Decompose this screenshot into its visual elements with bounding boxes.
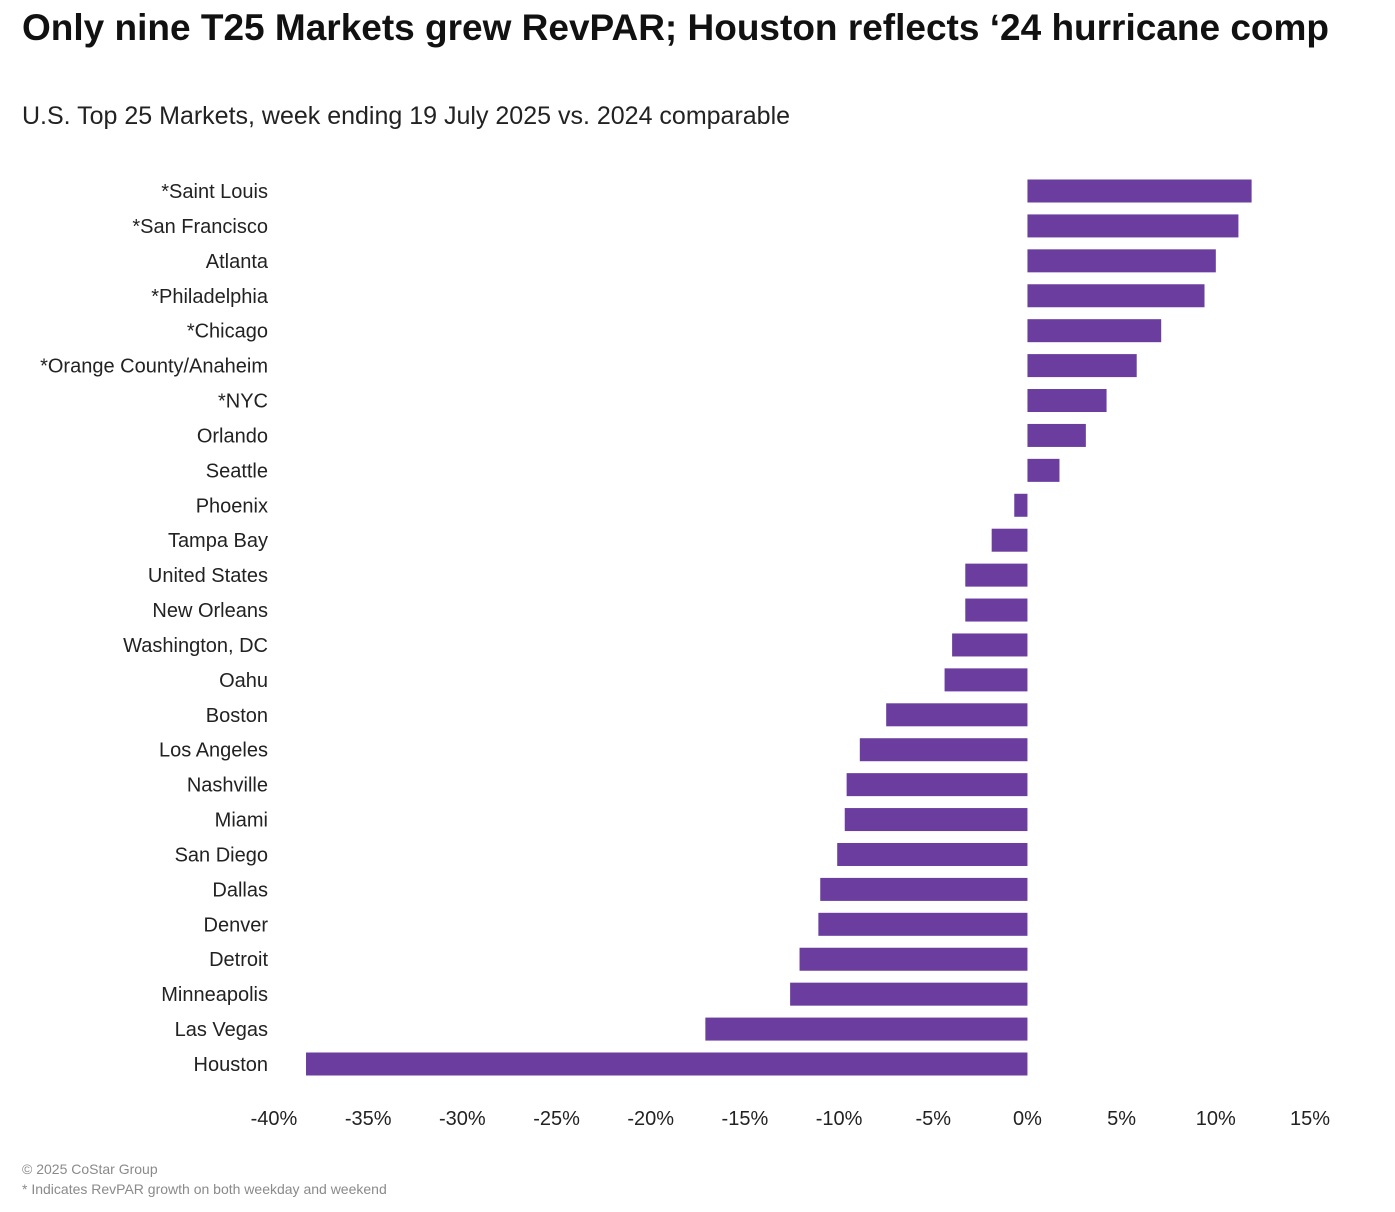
bar-houston (306, 1052, 1028, 1076)
category-label: Washington, DC (123, 635, 268, 657)
bar-miami (844, 808, 1028, 832)
category-labels-group: *Saint Louis *San Francisco Atlanta *Philad… (40, 181, 269, 1076)
category-label: Atlanta (206, 251, 269, 273)
bar-las-vegas (705, 1017, 1028, 1041)
category-label: Dallas (212, 879, 268, 901)
category-label: *Orange County/Anaheim (40, 356, 268, 378)
category-label: United States (148, 565, 268, 587)
category-label: *Chicago (187, 321, 268, 343)
x-tick-label: -5% (915, 1108, 951, 1130)
category-label: Los Angeles (159, 740, 268, 762)
category-label: Miami (215, 810, 268, 832)
x-tick-label: -25% (533, 1108, 580, 1130)
bar-san-francisco (1027, 214, 1239, 238)
bar-nyc (1027, 389, 1107, 413)
category-label: San Diego (175, 844, 268, 866)
category-label: Nashville (187, 775, 268, 797)
category-label: Boston (206, 705, 268, 727)
bar-tampa-bay (991, 528, 1028, 552)
bars-group (306, 179, 1252, 1076)
bar-boston (886, 703, 1028, 727)
x-tick-label: -10% (816, 1108, 863, 1130)
x-tick-label: 15% (1290, 1108, 1330, 1130)
category-label: *Saint Louis (161, 181, 268, 203)
category-label: Phoenix (196, 495, 268, 517)
copyright-note: © 2025 CoStar Group (22, 1161, 158, 1177)
x-axis-tick-labels-group: -40% -35% -30% -25% -20% -15% -10% -5% 0% 5% 10% 15… (251, 1108, 1331, 1130)
bar-chicago (1027, 319, 1162, 343)
x-tick-label: 10% (1196, 1108, 1236, 1130)
bar-minneapolis (790, 982, 1028, 1006)
bar-washington-dc (952, 633, 1028, 657)
bar-san-diego (837, 842, 1028, 866)
category-label: Seattle (206, 460, 268, 482)
bar-detroit (799, 947, 1028, 971)
bar-new-orleans (965, 598, 1028, 622)
bar-philadelphia (1027, 284, 1205, 308)
bar-nashville (846, 773, 1028, 797)
category-label: *Philadelphia (151, 286, 269, 308)
chart-subtitle: U.S. Top 25 Markets, week ending 19 July… (22, 102, 791, 130)
category-label: Orlando (197, 425, 268, 447)
footnote: * Indicates RevPAR growth on both weekda… (22, 1181, 387, 1197)
category-label: Oahu (219, 670, 268, 692)
x-tick-label: 0% (1013, 1108, 1042, 1130)
category-label: Minneapolis (161, 984, 268, 1006)
x-tick-label: -15% (722, 1108, 769, 1130)
x-tick-label: -20% (627, 1108, 674, 1130)
x-tick-label: -40% (251, 1108, 298, 1130)
bar-oahu (944, 668, 1028, 692)
category-label: *NYC (218, 391, 268, 413)
bar-dallas (820, 877, 1028, 901)
bar-phoenix (1014, 493, 1028, 517)
category-label: Houston (194, 1054, 269, 1076)
bar-saint-louis (1027, 179, 1252, 203)
x-tick-label: -35% (345, 1108, 392, 1130)
bar-denver (818, 912, 1028, 936)
category-label: Detroit (209, 949, 268, 971)
category-label: Denver (204, 914, 269, 936)
category-label: Tampa Bay (168, 530, 268, 552)
revpar-bar-chart: *Saint Louis *San Francisco Atlanta *Philad… (40, 179, 1331, 1130)
category-label: New Orleans (152, 600, 268, 622)
x-tick-label: 5% (1107, 1108, 1136, 1130)
bar-atlanta (1027, 249, 1216, 273)
bar-los-angeles (859, 738, 1028, 762)
category-label: Las Vegas (175, 1019, 268, 1041)
bar-orlando (1027, 423, 1086, 447)
category-label: *San Francisco (132, 216, 268, 238)
bar-seattle (1027, 458, 1060, 482)
bar-orange-county-anaheim (1027, 354, 1137, 378)
chart-title: Only nine T25 Markets grew RevPAR; Houst… (22, 7, 1330, 48)
x-tick-label: -30% (439, 1108, 486, 1130)
bar-united-states (965, 563, 1028, 587)
